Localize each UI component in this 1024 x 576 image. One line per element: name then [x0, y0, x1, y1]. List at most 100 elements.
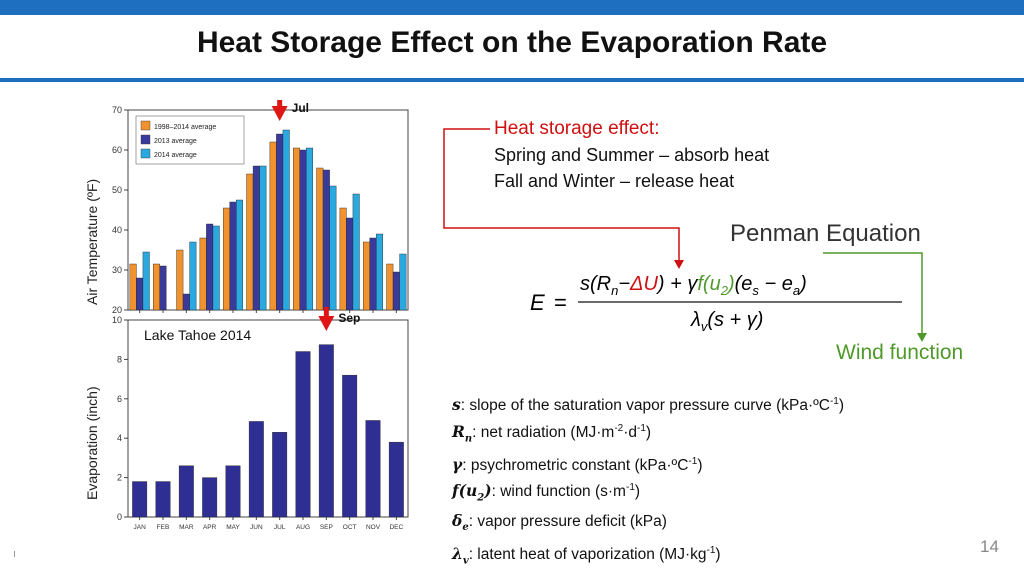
- eq-den-v: v: [701, 319, 709, 334]
- bar-1998-2014-average-jul: [269, 141, 277, 311]
- y-tick-label: 0: [117, 512, 122, 522]
- x-tick-label: MAY: [226, 524, 240, 531]
- bar-evaporation-jan: [132, 481, 148, 518]
- legend-entry: 2013 average: [154, 138, 197, 145]
- bar-evaporation-dec: [388, 441, 404, 518]
- bar-2014-average-may: [236, 199, 243, 311]
- eq-den-lambda: λ: [690, 309, 701, 331]
- y-tick-label: 70: [112, 105, 122, 115]
- bar-2013-average-apr: [206, 223, 214, 311]
- slide-title: Heat Storage Effect on the Evaporation R…: [196, 26, 828, 59]
- annotation-arrow-shaft: [277, 100, 283, 107]
- y-tick-label: 10: [112, 315, 122, 325]
- bar-1998-2014-average-sep: [316, 167, 324, 311]
- title-divider: [0, 78, 1024, 82]
- wind-function-label: Wind function: [836, 341, 964, 364]
- def-lambda-v: λv: latent heat of vaporization (MJ·kg-1…: [452, 544, 721, 567]
- y-tick-label: 50: [112, 185, 122, 195]
- bar-2014-average-jan: [142, 251, 150, 311]
- bar-1998-2014-average-oct: [339, 207, 347, 311]
- eq-num-close: ): [798, 273, 807, 295]
- bar-1998-2014-average-may: [222, 207, 230, 311]
- bar-2014-average-nov: [376, 233, 383, 311]
- bar-1998-2014-average-feb: [153, 263, 160, 311]
- bar-1998-2014-average-jan: [129, 263, 137, 311]
- x-tick-label: SEP: [320, 524, 333, 531]
- variable-definitions: s: slope of the saturation vapor pressur…: [452, 391, 844, 573]
- heat-storage-heading: Heat storage effect:: [494, 118, 660, 139]
- bar-2013-average-aug: [299, 149, 307, 311]
- bar-1998-2014-average-apr: [199, 237, 207, 311]
- x-tick-label: NOV: [366, 524, 381, 531]
- bar-evaporation-feb: [155, 481, 171, 518]
- bar-2013-average-oct: [346, 217, 354, 311]
- bar-2013-average-jan: [136, 277, 144, 311]
- legend-swatch: [140, 148, 151, 159]
- x-tick-label: OCT: [343, 524, 357, 531]
- eq-num-minus2: − e: [759, 273, 793, 295]
- x-tick-label: APR: [203, 524, 217, 531]
- legend-box: [135, 115, 245, 165]
- bar-evaporation-sep: [318, 344, 334, 518]
- bar-evaporation-apr: [202, 477, 218, 518]
- annotation-label: Jul: [292, 101, 309, 115]
- bar-2014-average-apr: [212, 225, 220, 311]
- bar-2014-average-oct: [352, 193, 360, 311]
- eq-num-n: n: [611, 283, 618, 298]
- heat-storage-line-spring: Spring and Summer – absorb heat: [494, 145, 770, 165]
- x-tick-label: JAN: [134, 524, 147, 531]
- bar-1998-2014-average-jun: [246, 173, 254, 311]
- penman-equation: E = s(Rn−ΔU) + γf(u2)(es − ea) λv(s + γ): [528, 262, 908, 342]
- y-tick-label: 2: [117, 473, 122, 483]
- bar-evaporation-jul: [272, 432, 288, 518]
- def-gamma: γ: psychrometric constant (kPa·ºC-1): [452, 454, 703, 474]
- bar-2013-average-nov: [369, 237, 377, 311]
- bar-2013-average-sep: [322, 169, 330, 311]
- bar-evaporation-mar: [178, 465, 194, 518]
- legend-swatch: [140, 134, 151, 145]
- bar-evaporation-may: [225, 465, 241, 518]
- heat-storage-line-fall: Fall and Winter – release heat: [494, 171, 735, 191]
- bar-2013-average-dec: [392, 271, 400, 311]
- eq-lhs: E: [530, 290, 545, 315]
- annotation-arrow-icon: [271, 106, 288, 121]
- eq-num-s-sub: s: [752, 283, 759, 298]
- svg-text:λv(s + γ): λv(s + γ): [690, 309, 763, 334]
- heat-storage-note: Heat storage effect: Spring and Summer –…: [494, 116, 769, 194]
- bar-1998-2014-average-aug: [292, 147, 300, 311]
- temp-legend: 1998–2014 average 2013 average 2014 averag…: [135, 115, 245, 165]
- def-fu2: f(u2): wind function (s·m-1): [452, 481, 641, 504]
- temp-chart: 20 30 40 50 60 70 Jul 1998–2014 average 2013 ave…: [112, 100, 409, 315]
- top-accent-bar: [0, 0, 1024, 15]
- x-tick-label: DEC: [389, 524, 403, 531]
- evap-chart-ylabel: Evaporation (inch): [84, 386, 100, 500]
- bar-1998-2014-average-dec: [386, 263, 394, 311]
- eq-num-deltaU: ΔU: [629, 273, 658, 295]
- eq-num-a-sub: a: [793, 283, 800, 298]
- penman-title: Penman Equation: [730, 220, 921, 247]
- x-tick-label: FEB: [157, 524, 170, 531]
- eq-num-es: (e: [735, 273, 753, 295]
- legend-entry: 2014 average: [154, 152, 197, 159]
- y-tick-label: 8: [117, 354, 122, 364]
- y-tick-label: 60: [112, 145, 122, 155]
- bar-2014-average-sep: [329, 185, 337, 311]
- bar-evaporation-nov: [365, 420, 381, 518]
- eq-num-f: f(u: [697, 273, 720, 295]
- bar-evaporation-oct: [342, 374, 358, 518]
- corner-mark: [14, 551, 15, 557]
- y-tick-label: 4: [117, 433, 122, 443]
- y-tick-label: 6: [117, 394, 122, 404]
- x-tick-label: JUN: [250, 524, 263, 531]
- eq-sign: =: [554, 290, 567, 315]
- bar-2013-average-feb: [159, 265, 167, 311]
- page-number: 14: [980, 537, 999, 556]
- bar-2014-average-mar: [189, 241, 197, 311]
- bar-2014-average-jun: [259, 165, 267, 311]
- bar-1998-2014-average-nov: [363, 241, 370, 311]
- bar-evaporation-jun: [248, 421, 264, 518]
- x-tick-label: MAR: [179, 524, 194, 531]
- bar-2013-average-mar: [182, 293, 190, 311]
- evap-chart: 0 2 4 6 8 10 JAN FEB MAR APR MAY JUN JUL AUG SEP OCT NOV…: [112, 307, 409, 531]
